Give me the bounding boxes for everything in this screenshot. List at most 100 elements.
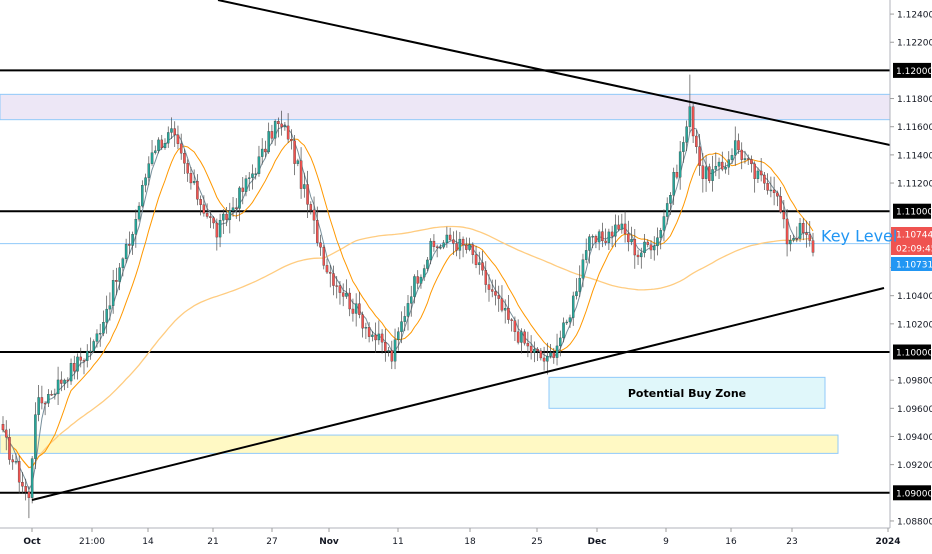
candle-body (808, 234, 812, 241)
candle-body (727, 159, 731, 168)
candle-body (361, 314, 364, 329)
candle-body (604, 240, 607, 243)
candle-body (682, 142, 685, 152)
candle-body (665, 203, 669, 217)
candle-body (17, 461, 21, 483)
level-price-box (893, 203, 931, 219)
candle-body (56, 379, 60, 395)
price-tick-label: 1.11800 (897, 95, 932, 105)
candle-body (306, 184, 309, 205)
potential-buy-zone-text: Potential Buy Zone (628, 387, 746, 400)
candle-body (646, 241, 650, 245)
candle-body (170, 128, 173, 133)
ma-mid-line (2, 138, 814, 469)
candle-body (257, 156, 261, 174)
candle-body (750, 159, 753, 165)
candle-body (662, 216, 666, 231)
candle-body (798, 223, 802, 239)
candle-body (251, 173, 254, 178)
candle-body (76, 356, 79, 372)
candle-body (69, 363, 73, 382)
candle-body (471, 244, 475, 255)
candle-body (591, 236, 594, 238)
candle-body (102, 322, 105, 334)
candle-body (335, 285, 338, 287)
time-tick-label: Nov (319, 537, 339, 547)
candle-body (746, 158, 750, 160)
candle-body (85, 350, 89, 361)
candle-body (73, 363, 76, 372)
candle-body (520, 331, 523, 343)
candle-body (698, 146, 701, 166)
candle-body (290, 139, 293, 141)
candle-body (105, 308, 108, 323)
candle-body (345, 292, 348, 297)
time-tick-label: 14 (142, 537, 154, 547)
candle-body (627, 233, 630, 243)
candle-body (43, 402, 47, 405)
candle-body (422, 268, 426, 278)
candle-body (115, 280, 118, 282)
last-price-box (891, 227, 932, 241)
time-tick-label: 21:00 (79, 537, 105, 547)
candle-body (487, 284, 491, 290)
candle-body (293, 140, 296, 164)
candle-body (40, 397, 44, 404)
candle-body (286, 125, 290, 140)
candle-body (393, 339, 397, 362)
candle-body (283, 125, 287, 128)
candle-body (144, 177, 147, 186)
candle-body (121, 258, 125, 268)
candle-body (468, 244, 471, 250)
candle-body (549, 352, 552, 357)
candle-body (575, 291, 578, 297)
blue-price-label: 1.10731 (896, 261, 932, 271)
candle-body (316, 220, 319, 243)
candle-body (364, 327, 368, 329)
key-level-text: Key Level (821, 227, 897, 246)
candle-body (322, 247, 326, 266)
candle-body (542, 357, 546, 362)
candle-body (108, 305, 112, 310)
candle-body (503, 308, 507, 311)
candle-body (403, 316, 407, 322)
candle-body (215, 222, 219, 238)
candle-body (656, 237, 659, 247)
last-price-label: 1.10744 (896, 231, 932, 241)
price-tick-label: 1.11400 (897, 151, 932, 161)
candle-body (66, 379, 70, 382)
candle-body (805, 232, 808, 235)
candle-body (789, 240, 792, 245)
candle-body (131, 234, 134, 246)
candle-body (416, 276, 419, 284)
candle-body (196, 181, 199, 200)
candle-body (212, 217, 215, 224)
candle-body (571, 295, 575, 318)
candles-layer (1, 74, 815, 519)
candle-body (222, 213, 225, 221)
levels-layer (0, 69, 890, 494)
candle-body (792, 238, 795, 241)
candle-body (526, 343, 530, 347)
candle-body (409, 296, 413, 304)
candle-body (163, 143, 167, 149)
candle-body (714, 166, 718, 170)
candle-body (426, 259, 429, 269)
candle-body (536, 348, 539, 352)
candle-body (277, 121, 280, 125)
candle-body (371, 334, 374, 337)
candle-body (205, 213, 209, 217)
candle-body (325, 265, 329, 273)
countdown-box (891, 241, 932, 255)
candle-body (166, 132, 170, 144)
candle-body (678, 151, 682, 178)
candle-body (640, 252, 643, 258)
candle-body (753, 163, 756, 179)
price-tick-label: 1.09400 (897, 433, 932, 443)
time-tick-label: 27 (266, 537, 277, 547)
candle-body (494, 291, 497, 296)
candle-body (523, 331, 526, 344)
candle-body (374, 334, 377, 341)
